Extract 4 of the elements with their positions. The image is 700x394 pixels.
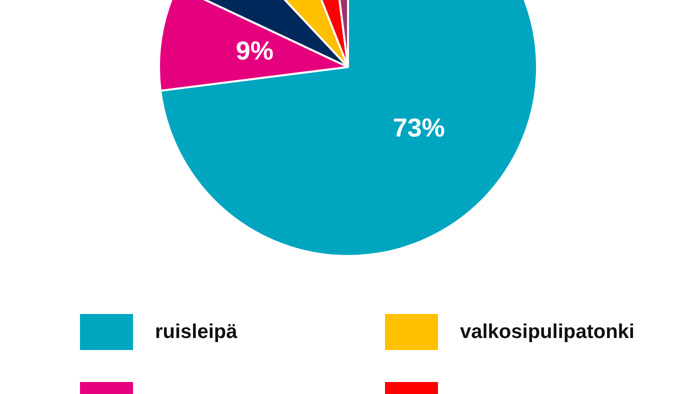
data-label: 73% <box>392 112 445 143</box>
legend-label: ruisleipä <box>155 320 238 344</box>
data-label: 9% <box>236 35 274 66</box>
legend-label: valkosipulipatonki <box>460 320 634 344</box>
